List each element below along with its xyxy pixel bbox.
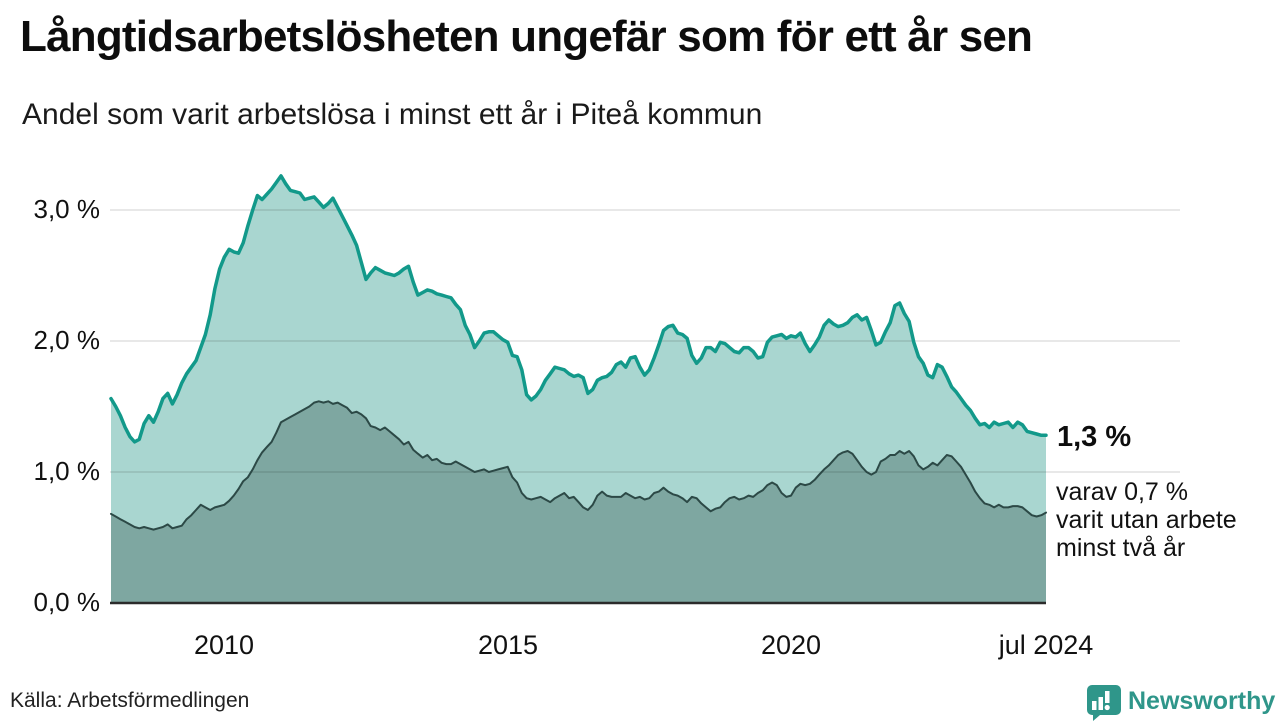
source-note: Källa: Arbetsförmedlingen [10,689,250,712]
chart-areas [111,175,1046,603]
area-series-1 [111,175,1046,603]
line-series-1 [109,174,1048,444]
y-tick-label-0: 0,0 % [33,587,101,617]
line-series-2 [110,400,1047,531]
x-tick-label-2020: 2020 [760,630,822,660]
y-tick-label-3: 3,0 % [33,194,101,224]
latest-value-annotation: 1,3 % [1057,421,1132,453]
x-tick-label-jul-2024: jul 2024 [998,630,1094,660]
page-title: Långtidsarbetslösheten ungefär som för e… [20,12,1033,61]
newsworthy-wordmark: Newsworthy [1128,687,1276,715]
y-tick-label-1: 1,0 % [33,456,101,486]
x-tick-label-2010: 2010 [193,630,255,660]
secondary-annotation: varav 0,7 % varit utan arbete minst två … [1056,478,1237,562]
chart-gridlines [110,209,1180,605]
area-series-2 [111,401,1046,603]
x-tick-label-2015: 2015 [477,630,539,660]
y-tick-label-2: 2,0 % [33,325,101,355]
page-subtitle: Andel som varit arbetslösa i minst ett å… [22,98,763,131]
chart-series-lines [109,174,1048,531]
newsworthy-speech-bubble-chart-icon [1087,685,1121,721]
